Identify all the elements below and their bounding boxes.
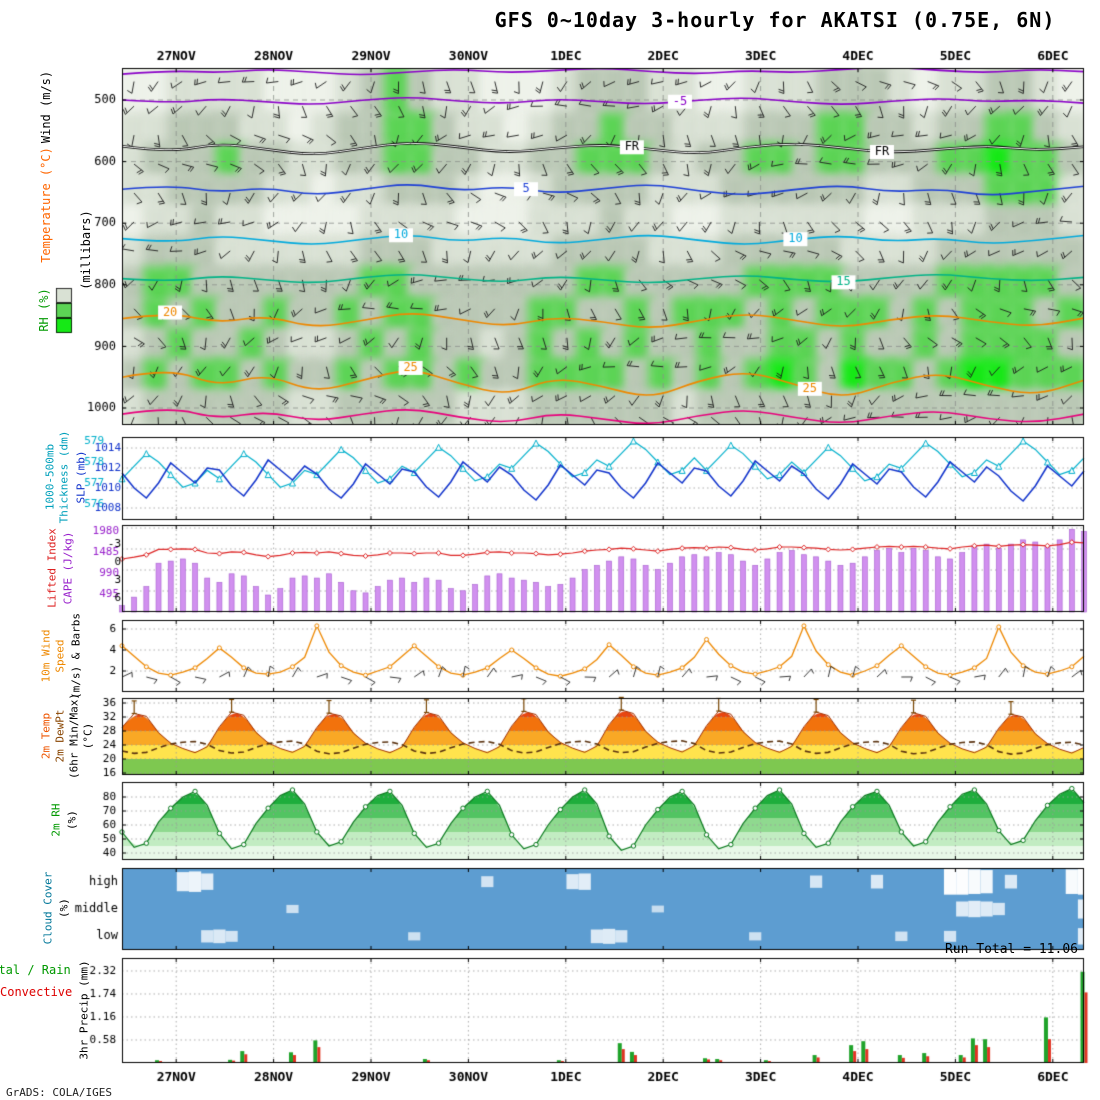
wind10m-axis-label-3: (m/s) & Barbs (69, 612, 83, 700)
cloud-cover-axis-label: Cloud Cover (41, 871, 55, 945)
run-total-text: Run Total = 11.06 (944, 942, 1078, 957)
precip-axis-label: 3hr Precip (mm) (77, 960, 91, 1060)
page-title: GFS 0~10day 3-hourly for AKATSI (0.75E, … (494, 8, 1056, 32)
minmax-axis-label: (6hr Min/Max) (67, 692, 81, 780)
lifted-index-axis-label: Lifted Index (45, 528, 59, 608)
precip-convective-legend: Convective (0, 985, 73, 999)
rh2m-axis-label: 2m RH (49, 803, 63, 837)
millibars-axis-label: (millibars) (79, 210, 93, 290)
wind10m-axis-label-2: Speed (53, 639, 67, 673)
precip-total-legend: Total / Rain (0, 963, 71, 977)
grads-credit: GrADS: COLA/IGES (6, 1086, 112, 1099)
wind10m-axis-label-1: 10m Wind (39, 629, 53, 683)
wind-axis-label: Wind (m/s) (39, 70, 53, 144)
slp-axis-label: SLP (mb) (74, 450, 88, 504)
thickness-axis-label-2: Thickness (dm) (57, 430, 71, 524)
cape-axis-label: CAPE (J/kg) (61, 531, 75, 605)
cloud-pct-axis-label: (%) (57, 898, 71, 918)
rh2m-pct-axis-label: (%) (65, 810, 79, 830)
thickness-axis-label-1: 1000-500mb (43, 443, 57, 511)
dewpt2m-axis-label: 2m DewPt (53, 709, 67, 763)
rh-axis-label: RH (%) (37, 288, 51, 332)
temp2m-axis-label: 2m Temp (39, 712, 53, 760)
temperature-axis-label: Temperature (°C) (39, 147, 53, 263)
degc-axis-label: (°C) (81, 722, 95, 750)
